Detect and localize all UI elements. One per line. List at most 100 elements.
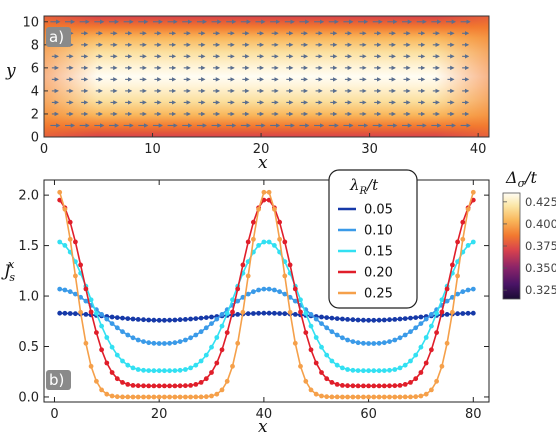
series-point-0.25	[319, 393, 324, 399]
series-point-0.20	[392, 383, 398, 389]
series-point-0.15	[355, 368, 361, 373]
series-point-0.05	[292, 312, 298, 317]
legend-title: λR/t	[349, 176, 379, 197]
series-point-0.25	[434, 378, 439, 384]
series-point-0.20	[429, 347, 434, 353]
series-point-0.15	[120, 358, 125, 364]
series-point-0.05	[151, 317, 157, 323]
series-point-0.25	[209, 393, 214, 399]
series-point-0.20	[130, 383, 136, 388]
panel-b-ticks: 0 20 40 60 80 0.0 0.5 1.0 1.5 2.0	[18, 180, 489, 422]
panel-a-tag: a)	[49, 28, 64, 46]
series-point-0.05	[114, 315, 120, 320]
series-point-0.25	[470, 189, 476, 195]
series-point-0.05	[266, 310, 272, 316]
series-point-0.15	[141, 367, 146, 373]
series-point-0.25	[266, 189, 272, 195]
series-point-0.25	[272, 206, 277, 212]
series-point-0.15	[198, 358, 204, 364]
series-point-0.15	[256, 243, 261, 248]
series-point-0.05	[371, 317, 377, 323]
series-point-0.15	[376, 368, 382, 374]
series-point-0.25	[261, 189, 267, 195]
series-point-0.15	[135, 367, 141, 372]
series-point-0.10	[319, 321, 324, 326]
series-point-0.05	[235, 312, 241, 317]
series-point-0.20	[308, 347, 314, 353]
panel-b-tag-box	[46, 370, 71, 390]
series-point-0.10	[423, 316, 429, 322]
series-point-0.10	[429, 312, 434, 317]
series-point-0.05	[156, 317, 162, 323]
series-point-0.10	[402, 332, 408, 338]
series-point-0.20	[193, 382, 199, 387]
series-point-0.10	[198, 329, 204, 335]
series-point-0.10	[183, 337, 188, 343]
series-point-0.15	[298, 297, 303, 303]
legend-box	[328, 169, 418, 309]
legend-label-0.15: 0.15	[364, 245, 393, 260]
series-point-0.20	[83, 286, 89, 292]
series-point-0.25	[203, 394, 209, 400]
series-point-0.05	[183, 317, 188, 322]
series-point-0.20	[303, 330, 309, 335]
legend-label-0.25: 0.25	[364, 287, 393, 302]
series-point-0.20	[224, 330, 230, 335]
panel-b-ytick-label: 1.5	[18, 239, 39, 254]
series-point-0.05	[282, 311, 288, 317]
series-point-0.10	[324, 325, 330, 331]
colorbar-tick-label: 0.375	[525, 239, 556, 253]
series-point-0.05	[203, 315, 209, 320]
series-point-0.15	[439, 297, 445, 303]
series-point-0.05	[188, 316, 194, 322]
series-point-0.10	[151, 340, 157, 346]
series-point-0.20	[114, 376, 120, 382]
series-point-0.25	[450, 309, 455, 315]
series-point-0.15	[366, 368, 371, 374]
panel-a-xtick-label: 20	[253, 142, 270, 157]
series-point-0.15	[371, 368, 377, 374]
series-point-0.25	[444, 340, 450, 346]
series-point-0.25	[455, 273, 460, 279]
series-point-0.15	[465, 243, 471, 248]
series-point-0.10	[73, 291, 78, 297]
series-point-0.20	[434, 330, 439, 335]
series-point-0.20	[350, 383, 356, 389]
series-point-0.20	[282, 239, 288, 245]
panel-b-xtick-label: 60	[360, 407, 377, 422]
series-point-0.10	[203, 325, 209, 331]
series-point-0.10	[376, 340, 382, 346]
series-point-0.20	[104, 360, 110, 366]
series-point-0.10	[418, 321, 424, 326]
series-point-0.20	[355, 383, 361, 389]
series-point-0.20	[73, 239, 78, 245]
series-point-0.10	[392, 337, 398, 343]
series-point-0.10	[329, 329, 335, 335]
series-point-0.05	[470, 310, 476, 316]
series-point-0.25	[292, 340, 298, 346]
series-point-0.25	[282, 273, 288, 279]
legend-label-0.05: 0.05	[364, 203, 393, 218]
series-point-0.05	[57, 310, 63, 316]
series-point-0.25	[465, 206, 471, 212]
series-point-0.10	[57, 286, 63, 292]
series-point-0.25	[418, 393, 424, 399]
series-point-0.25	[177, 394, 183, 400]
series-point-0.10	[261, 286, 267, 292]
series-point-0.20	[277, 219, 282, 225]
series-point-0.20	[251, 219, 256, 225]
series-point-0.15	[167, 368, 173, 374]
series-point-0.05	[340, 316, 345, 322]
series-point-0.05	[261, 310, 267, 316]
series-point-0.10	[355, 340, 361, 346]
series-point-0.10	[460, 289, 466, 295]
series-point-0.20	[235, 286, 241, 292]
series-point-0.05	[193, 316, 199, 321]
series-point-0.10	[172, 340, 178, 346]
panel-a-ticks: 0 10 20 30 40 0 2 4 6 8 10	[22, 15, 486, 157]
series-point-0.05	[251, 311, 256, 316]
series-point-0.25	[245, 273, 251, 279]
series-point-0.15	[413, 352, 419, 358]
series-point-0.25	[219, 387, 225, 393]
series-point-0.05	[198, 315, 204, 321]
